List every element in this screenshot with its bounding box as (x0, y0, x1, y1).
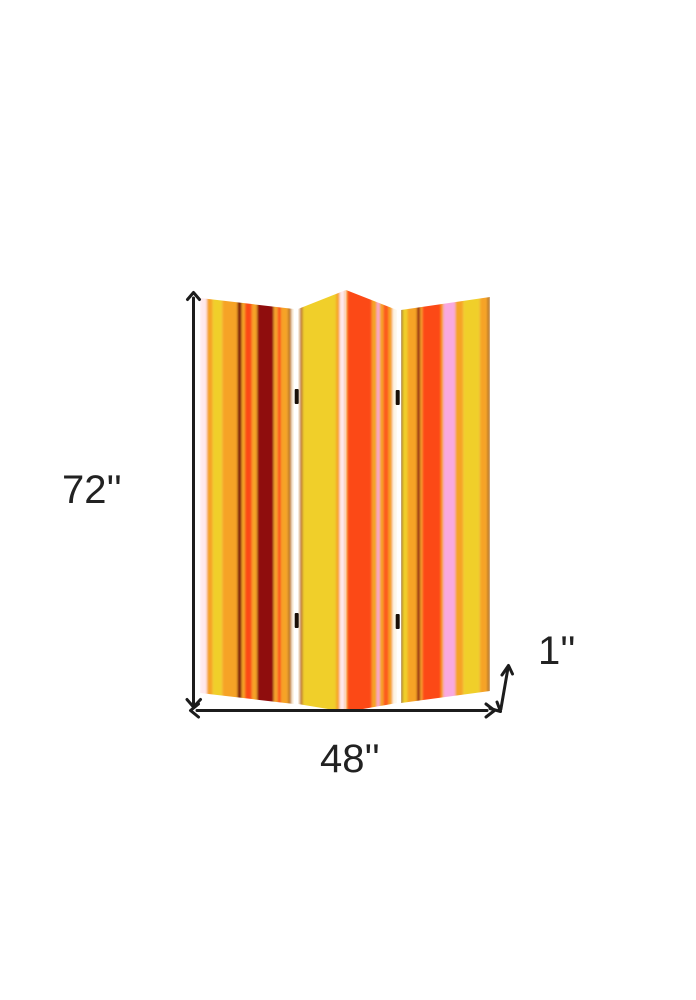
svg-text:1'': 1'' (538, 629, 576, 673)
svg-text:48'': 48'' (320, 737, 380, 781)
svg-text:72'': 72'' (62, 468, 122, 512)
